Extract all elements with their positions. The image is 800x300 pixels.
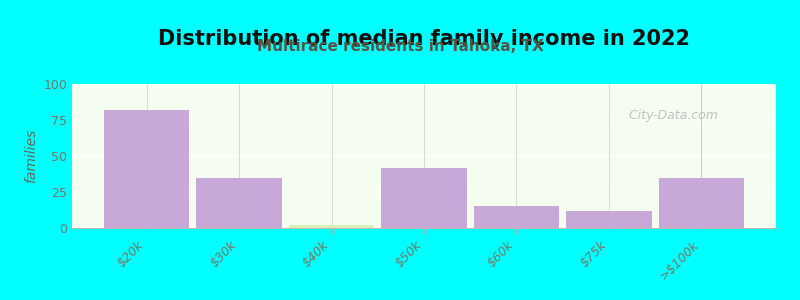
- Bar: [474, 206, 559, 228]
- Bar: [289, 225, 374, 228]
- Title: Distribution of median family income in 2022: Distribution of median family income in …: [158, 29, 690, 49]
- Bar: [566, 211, 651, 228]
- Bar: [659, 178, 744, 228]
- Bar: [197, 178, 282, 228]
- Text: Multirace residents in Tahoka, TX: Multirace residents in Tahoka, TX: [257, 39, 543, 54]
- Bar: [382, 167, 466, 228]
- Y-axis label: families: families: [24, 129, 38, 183]
- Text: City-Data.com: City-Data.com: [621, 109, 718, 122]
- Bar: [104, 110, 189, 228]
